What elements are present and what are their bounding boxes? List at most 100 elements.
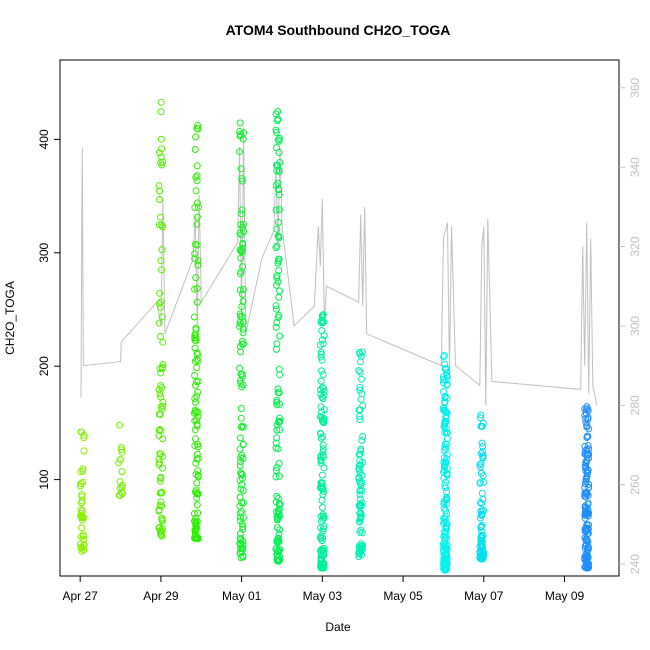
data-point bbox=[443, 368, 451, 376]
data-point bbox=[157, 135, 165, 143]
data-point bbox=[275, 293, 283, 301]
data-point bbox=[318, 356, 326, 364]
data-point bbox=[238, 481, 246, 489]
data-point bbox=[274, 539, 281, 546]
data-point bbox=[240, 220, 247, 228]
data-point bbox=[443, 380, 451, 388]
data-point bbox=[583, 445, 591, 453]
data-point bbox=[440, 504, 448, 512]
data-point bbox=[317, 413, 325, 421]
data-point bbox=[237, 348, 245, 356]
data-point bbox=[194, 535, 202, 542]
data-point bbox=[239, 499, 247, 507]
data-point bbox=[356, 416, 364, 424]
data-point bbox=[584, 561, 592, 569]
data-point bbox=[239, 290, 246, 298]
data-point bbox=[440, 565, 448, 573]
data-point bbox=[239, 245, 247, 252]
data-point bbox=[193, 450, 201, 458]
data-point bbox=[191, 381, 199, 389]
data-point bbox=[319, 445, 327, 453]
data-point bbox=[191, 372, 199, 379]
data-point bbox=[157, 153, 165, 161]
data-point bbox=[317, 480, 325, 488]
data-point bbox=[273, 401, 281, 409]
data-point bbox=[80, 434, 88, 442]
data-point bbox=[317, 547, 325, 555]
data-point bbox=[476, 414, 484, 422]
data-point bbox=[236, 377, 244, 385]
data-point bbox=[194, 257, 202, 265]
data-point bbox=[318, 482, 325, 490]
data-point bbox=[273, 274, 281, 282]
data-point bbox=[440, 406, 448, 414]
data-point bbox=[319, 504, 326, 511]
data-point bbox=[192, 133, 200, 141]
data-point bbox=[316, 341, 324, 349]
y2-tick-label: 260 bbox=[628, 474, 642, 494]
data-point bbox=[155, 410, 163, 418]
data-point bbox=[275, 149, 283, 156]
data-point bbox=[239, 337, 246, 345]
data-point bbox=[477, 450, 485, 457]
data-point bbox=[158, 313, 166, 321]
data-point bbox=[358, 479, 366, 486]
data-point bbox=[275, 365, 283, 373]
data-point bbox=[356, 491, 364, 499]
y-tick-label: 200 bbox=[37, 356, 51, 376]
data-point bbox=[317, 434, 325, 442]
data-point bbox=[157, 369, 165, 377]
data-point bbox=[275, 255, 283, 263]
data-point bbox=[316, 534, 324, 542]
data-point bbox=[582, 447, 589, 455]
data-point bbox=[156, 187, 163, 195]
data-point bbox=[191, 442, 199, 450]
data-point bbox=[317, 452, 325, 460]
data-point bbox=[155, 319, 163, 327]
data-point bbox=[79, 467, 87, 475]
data-point bbox=[191, 285, 198, 293]
data-point bbox=[443, 488, 450, 496]
data-point bbox=[158, 514, 166, 522]
data-point bbox=[276, 414, 283, 422]
data-point bbox=[156, 300, 163, 308]
data-point bbox=[357, 395, 365, 403]
data-point bbox=[272, 305, 280, 313]
data-point bbox=[274, 278, 282, 286]
data-point bbox=[320, 546, 328, 554]
data-point bbox=[158, 161, 166, 169]
data-point bbox=[274, 218, 282, 226]
data-point bbox=[355, 501, 363, 509]
y-axis-label: CH2O_TOGA bbox=[3, 281, 17, 355]
data-point bbox=[320, 332, 328, 340]
data-point bbox=[194, 534, 202, 542]
data-point bbox=[320, 514, 328, 522]
point-layer bbox=[76, 98, 593, 574]
data-point bbox=[236, 318, 244, 326]
data-point bbox=[191, 146, 199, 153]
data-point bbox=[237, 454, 245, 462]
y2-tick-label: 240 bbox=[628, 554, 642, 574]
data-point bbox=[478, 500, 486, 508]
data-point bbox=[159, 338, 167, 346]
data-point bbox=[236, 502, 244, 510]
data-point bbox=[317, 459, 325, 467]
data-point bbox=[193, 490, 201, 498]
data-point bbox=[477, 469, 485, 477]
data-point bbox=[440, 458, 448, 466]
line-series-path bbox=[80, 127, 598, 406]
data-point bbox=[236, 286, 244, 294]
data-point bbox=[192, 173, 200, 181]
data-point bbox=[319, 371, 327, 378]
data-point bbox=[239, 441, 247, 449]
data-point bbox=[357, 526, 365, 534]
data-point bbox=[583, 434, 591, 441]
data-point bbox=[585, 521, 593, 529]
data-point bbox=[115, 491, 123, 499]
data-point bbox=[443, 394, 451, 402]
data-point bbox=[274, 514, 282, 521]
data-point bbox=[275, 557, 283, 565]
data-point bbox=[358, 436, 366, 444]
data-point bbox=[191, 426, 199, 434]
